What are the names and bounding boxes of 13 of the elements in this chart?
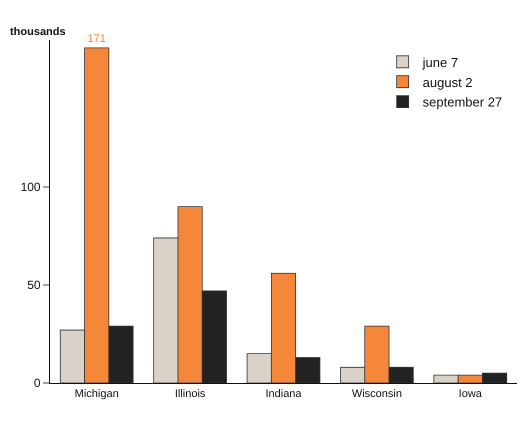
y-axis-title: thousands bbox=[10, 26, 66, 38]
y-tick-label: 50 bbox=[27, 278, 41, 292]
x-tick-label: Indiana bbox=[265, 388, 302, 400]
legend-label: august 2 bbox=[422, 74, 473, 90]
legend-label: september 27 bbox=[422, 94, 502, 110]
legend-label: june 7 bbox=[422, 54, 458, 70]
data-label: 171 bbox=[88, 32, 106, 45]
y-tick-label: 0 bbox=[34, 376, 41, 390]
x-tick-label: Illinois bbox=[174, 388, 206, 400]
x-tick-label: Michigan bbox=[74, 388, 119, 400]
x-tick-label: Wisconsin bbox=[352, 388, 402, 400]
y-tick-label: 100 bbox=[20, 180, 41, 194]
x-tick-label: Iowa bbox=[458, 388, 483, 400]
